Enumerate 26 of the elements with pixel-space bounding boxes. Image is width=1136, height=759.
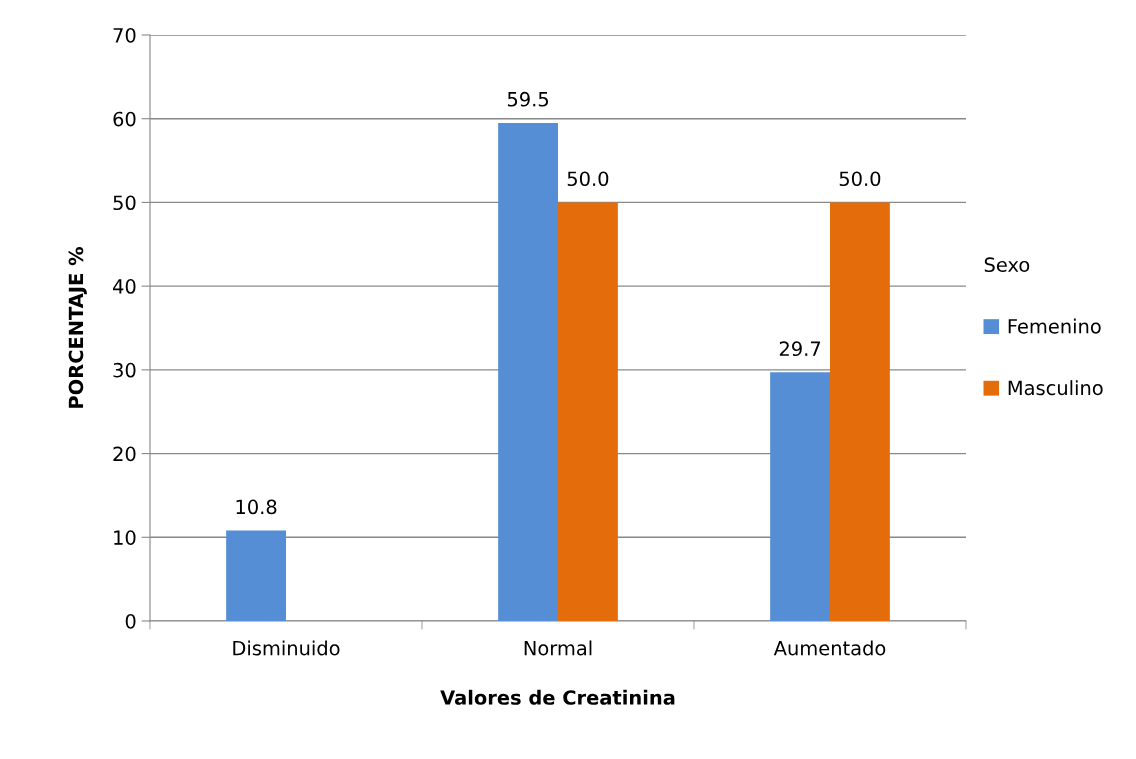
- y-tick-label: 70: [113, 27, 136, 43]
- y-tick-label: 40: [113, 279, 136, 294]
- bar: [226, 530, 286, 621]
- data-label: 10.8: [236, 499, 277, 515]
- data-label: 29.7: [779, 341, 821, 357]
- x-tick-label: Aumentado: [773, 640, 886, 656]
- bar: [498, 122, 558, 621]
- data-label: 50.0: [567, 171, 609, 187]
- data-label: 59.5: [507, 91, 549, 107]
- bar: [830, 202, 890, 621]
- legend-label: Masculino: [1008, 380, 1103, 396]
- bar: [770, 372, 830, 621]
- x-axis-title: Valores de Creatinina: [440, 689, 675, 705]
- x-tick-label: Normal: [524, 640, 592, 656]
- legend-title: Sexo: [984, 257, 1030, 273]
- bar: [558, 202, 618, 621]
- y-tick-label: 20: [113, 446, 136, 462]
- x-tick-label: Disminuido: [233, 640, 340, 656]
- y-tick-label: 0: [125, 613, 136, 629]
- y-tick-label: 60: [113, 111, 136, 127]
- legend-label: Femenino: [1008, 318, 1101, 334]
- y-tick-label: 30: [113, 362, 136, 378]
- data-label: 50.0: [839, 171, 881, 187]
- y-tick-label: 10: [114, 530, 136, 545]
- y-axis-title: PORCENTAJE %: [68, 247, 87, 408]
- y-tick-label: 50: [113, 195, 136, 211]
